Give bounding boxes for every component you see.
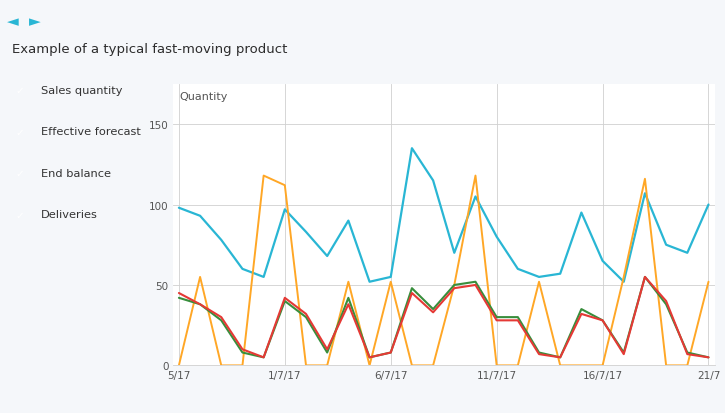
Text: Quantity: Quantity (179, 92, 228, 102)
Text: Sales quantity: Sales quantity (41, 86, 123, 96)
Text: Effective forecast: Effective forecast (41, 127, 141, 137)
Text: Deliveries: Deliveries (41, 210, 98, 220)
Text: ►: ► (29, 14, 41, 29)
Text: ✓: ✓ (15, 210, 24, 220)
Text: ✓: ✓ (15, 169, 24, 179)
Text: ✓: ✓ (15, 86, 24, 96)
Text: End balance: End balance (41, 169, 112, 178)
Text: Example of a typical fast-moving product: Example of a typical fast-moving product (12, 43, 287, 56)
Text: ✓: ✓ (15, 128, 24, 138)
Text: ◄: ◄ (7, 14, 19, 29)
